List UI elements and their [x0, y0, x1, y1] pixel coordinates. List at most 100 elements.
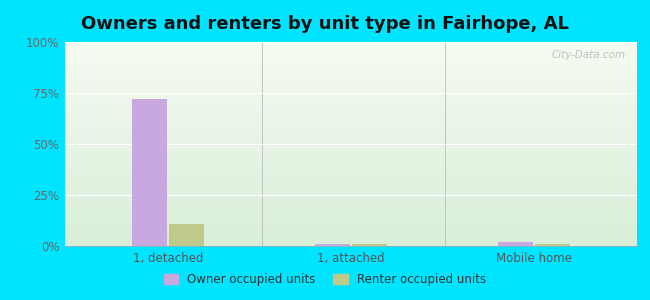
- Bar: [65, 42, 637, 43]
- Bar: [65, 79, 637, 80]
- Bar: [65, 169, 637, 170]
- Bar: [65, 62, 637, 63]
- Bar: [65, 232, 637, 233]
- Bar: [65, 47, 637, 48]
- Bar: [65, 240, 637, 241]
- Bar: [65, 198, 637, 199]
- Bar: [65, 165, 637, 166]
- Bar: [65, 204, 637, 205]
- Bar: [65, 54, 637, 55]
- Bar: [65, 64, 637, 65]
- Bar: [65, 144, 637, 145]
- Bar: [65, 155, 637, 156]
- Bar: [65, 70, 637, 72]
- Bar: [65, 140, 637, 141]
- Bar: [65, 230, 637, 231]
- Bar: [65, 158, 637, 159]
- Bar: [65, 57, 637, 58]
- Bar: [65, 181, 637, 182]
- Bar: [65, 55, 637, 56]
- Bar: [65, 142, 637, 143]
- Bar: [65, 182, 637, 183]
- Bar: [65, 205, 637, 206]
- Bar: [65, 162, 637, 164]
- Bar: [65, 50, 637, 51]
- Bar: [65, 223, 637, 224]
- Bar: [65, 104, 637, 105]
- Bar: [65, 106, 637, 107]
- Bar: [65, 72, 637, 73]
- Bar: [170, 224, 203, 246]
- Bar: [65, 164, 637, 165]
- Bar: [65, 119, 637, 121]
- Bar: [65, 52, 637, 53]
- Bar: [65, 177, 637, 178]
- Bar: [65, 145, 637, 146]
- Bar: [65, 99, 637, 100]
- Bar: [65, 61, 637, 62]
- Bar: [65, 178, 637, 179]
- Bar: [65, 224, 637, 225]
- Bar: [65, 175, 637, 176]
- Bar: [65, 154, 637, 155]
- Bar: [65, 93, 637, 94]
- Bar: [65, 202, 637, 203]
- Bar: [65, 85, 637, 86]
- Bar: [65, 60, 637, 62]
- Bar: [65, 215, 637, 216]
- Bar: [65, 73, 637, 74]
- Bar: [65, 229, 637, 230]
- Bar: [65, 103, 637, 104]
- Bar: [65, 176, 637, 177]
- Bar: [65, 201, 637, 202]
- Bar: [65, 151, 637, 152]
- Bar: [352, 244, 387, 246]
- Bar: [65, 206, 637, 207]
- Bar: [65, 139, 637, 140]
- Bar: [65, 200, 637, 201]
- Bar: [65, 226, 637, 228]
- Bar: [65, 82, 637, 83]
- Bar: [65, 138, 637, 139]
- Text: Owners and renters by unit type in Fairhope, AL: Owners and renters by unit type in Fairh…: [81, 15, 569, 33]
- Bar: [65, 237, 637, 238]
- Bar: [65, 78, 637, 79]
- Bar: [65, 241, 637, 242]
- Bar: [65, 235, 637, 236]
- Bar: [65, 245, 637, 246]
- Bar: [65, 77, 637, 78]
- Bar: [65, 59, 637, 60]
- Bar: [65, 102, 637, 103]
- Bar: [65, 110, 637, 111]
- Bar: [65, 129, 637, 130]
- Bar: [65, 150, 637, 151]
- Bar: [65, 44, 637, 45]
- Bar: [65, 96, 637, 97]
- Bar: [315, 244, 350, 246]
- Bar: [65, 107, 637, 108]
- Bar: [65, 63, 637, 64]
- Bar: [65, 88, 637, 89]
- Bar: [65, 203, 637, 204]
- Bar: [65, 243, 637, 244]
- Bar: [65, 172, 637, 174]
- Bar: [65, 45, 637, 46]
- Bar: [65, 90, 637, 91]
- Bar: [65, 209, 637, 210]
- Bar: [65, 67, 637, 68]
- Bar: [65, 101, 637, 102]
- Bar: [65, 195, 637, 196]
- Bar: [65, 193, 637, 194]
- Bar: [65, 180, 637, 181]
- Bar: [65, 187, 637, 188]
- Bar: [65, 228, 637, 229]
- Bar: [65, 244, 637, 245]
- Bar: [65, 112, 637, 113]
- Bar: [65, 105, 637, 106]
- Bar: [65, 43, 637, 44]
- Bar: [65, 159, 637, 160]
- Bar: [65, 97, 637, 98]
- Bar: [65, 169, 637, 170]
- Bar: [65, 233, 637, 234]
- Bar: [65, 186, 637, 187]
